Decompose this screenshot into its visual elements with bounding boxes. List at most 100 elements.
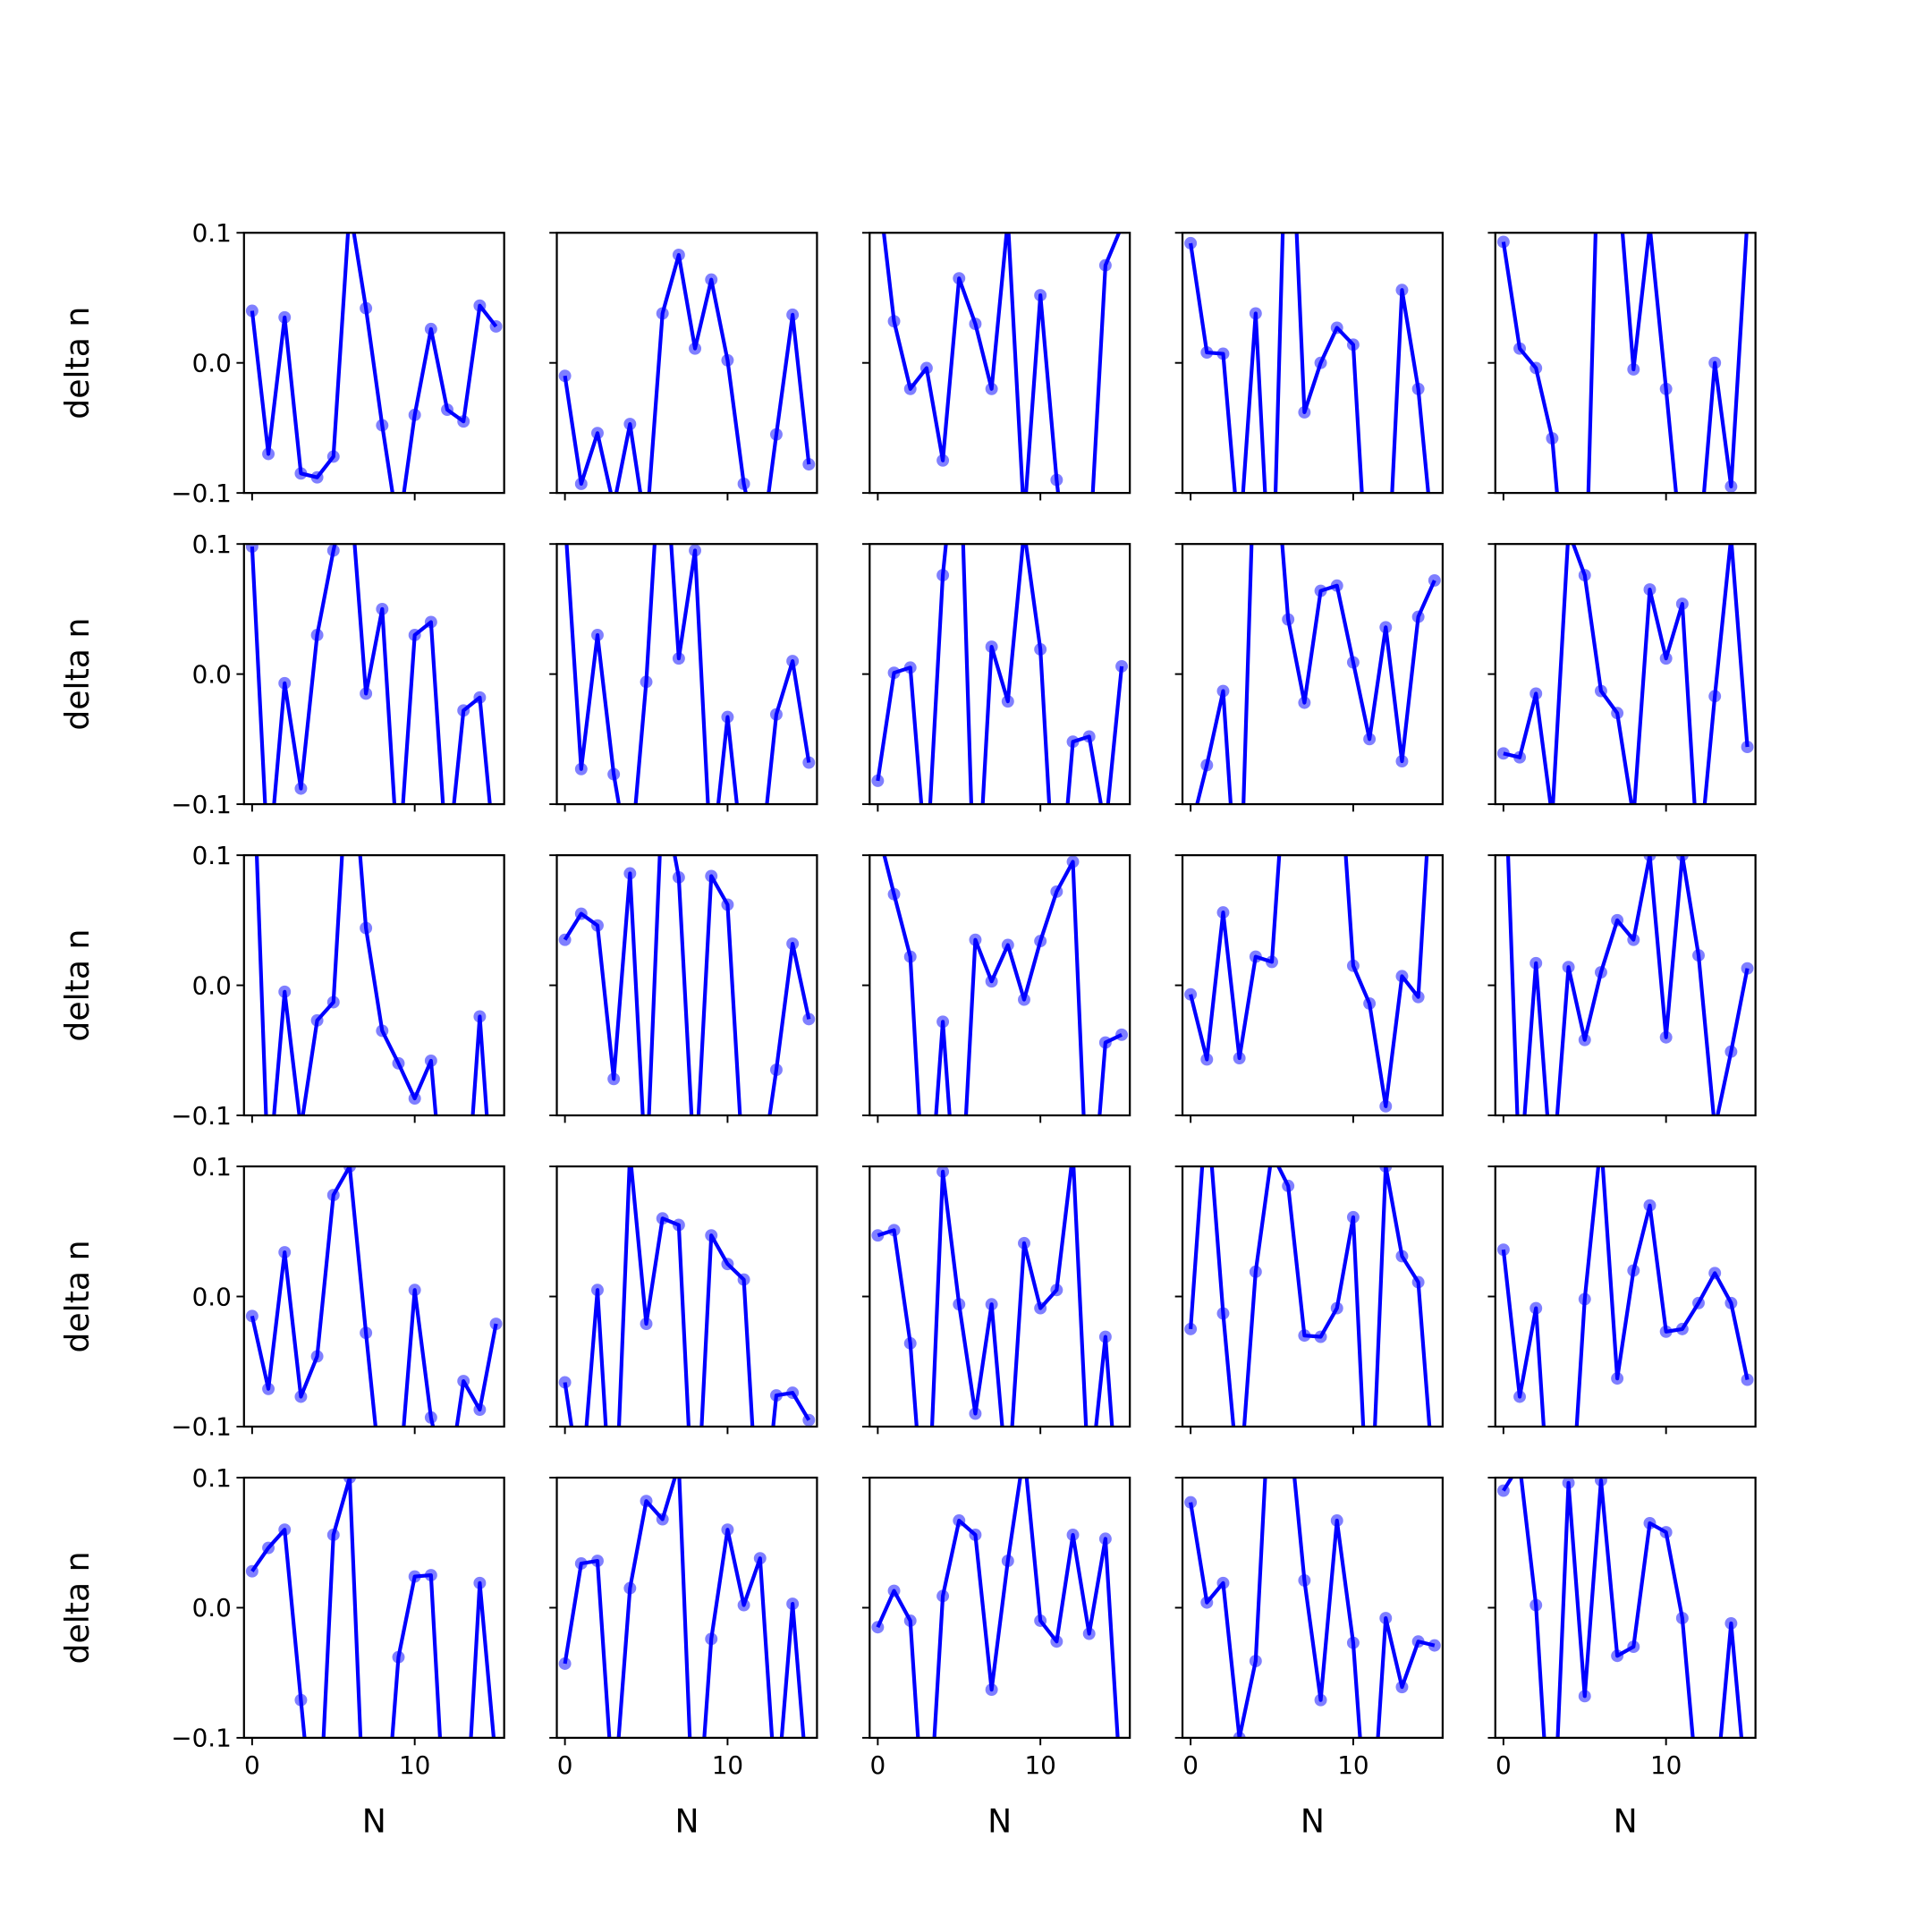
data-point — [802, 1413, 816, 1427]
data-point — [1513, 342, 1527, 355]
data-point — [802, 1013, 816, 1026]
data-point — [1082, 730, 1096, 743]
data-point — [1200, 346, 1214, 360]
data-point — [1675, 597, 1689, 611]
data-point — [1530, 956, 1543, 970]
subplot — [861, 854, 1131, 1123]
plot-area — [871, 1478, 1120, 1738]
plot-area — [1184, 1166, 1432, 1427]
data-point — [887, 887, 901, 901]
y-tick-label: −0.1 — [171, 1101, 232, 1131]
data-point — [574, 762, 588, 775]
data-point — [1233, 1052, 1246, 1064]
data-point — [326, 544, 340, 557]
data-line — [563, 252, 811, 494]
data-point — [245, 304, 258, 318]
data-point — [903, 1336, 917, 1350]
data-point — [672, 249, 685, 261]
y-tick-label: 0.1 — [192, 841, 232, 870]
data-point — [936, 1015, 950, 1029]
data-point — [640, 1318, 653, 1331]
data-point — [887, 1224, 901, 1237]
subplot — [861, 543, 1131, 812]
data-point — [278, 985, 292, 998]
x-tick-label: 10 — [712, 1750, 743, 1780]
subplot — [1174, 854, 1445, 1123]
y-axis-label: delta n — [58, 1551, 97, 1664]
data-point — [985, 975, 998, 988]
plot-area — [245, 1478, 496, 1738]
data-point — [936, 569, 950, 582]
data-point — [887, 315, 901, 328]
data-point — [1741, 962, 1754, 975]
data-point — [1249, 1265, 1262, 1278]
data-point — [1578, 569, 1591, 582]
data-point — [245, 1564, 258, 1578]
data-point — [1724, 479, 1738, 493]
data-point — [1066, 1529, 1080, 1541]
data-point — [985, 640, 998, 654]
data-point — [262, 447, 275, 461]
y-tick-label: 0.0 — [192, 1282, 232, 1311]
data-point — [1562, 961, 1575, 974]
data-point — [1724, 1616, 1738, 1630]
plot-area — [1184, 1478, 1441, 1738]
data-point — [262, 1382, 275, 1395]
plot-area — [1505, 855, 1754, 1116]
data-point — [1530, 1301, 1543, 1315]
data-point — [1741, 1373, 1754, 1386]
data-point — [1643, 855, 1657, 862]
data-line — [250, 1478, 496, 1738]
data-point — [1330, 1514, 1343, 1527]
data-line — [1189, 1478, 1436, 1738]
data-line — [564, 544, 811, 805]
data-point — [262, 1541, 275, 1555]
data-point — [1675, 1612, 1689, 1625]
data-point — [294, 467, 308, 480]
data-point — [1395, 970, 1409, 983]
data-point — [473, 1576, 487, 1589]
data-point — [969, 318, 982, 331]
data-point — [1098, 258, 1112, 272]
x-tick-label: 0 — [1496, 1750, 1512, 1780]
data-point — [1659, 1325, 1673, 1338]
data-point — [1216, 347, 1230, 360]
data-point — [408, 1570, 421, 1583]
data-point — [887, 1584, 901, 1597]
data-point — [672, 870, 685, 884]
data-point — [936, 453, 950, 467]
data-point — [1034, 1301, 1047, 1315]
data-point — [656, 307, 669, 320]
data-point — [489, 320, 503, 333]
data-point — [786, 937, 800, 950]
data-point — [721, 898, 734, 911]
data-point — [1346, 338, 1360, 352]
data-point — [871, 774, 885, 787]
data-point — [953, 1298, 966, 1311]
data-point — [786, 1386, 800, 1400]
data-point — [802, 756, 816, 769]
data-point — [689, 342, 702, 355]
data-point — [753, 1552, 767, 1565]
data-point — [1184, 1496, 1198, 1509]
subplot: −0.1 0.0 0.1 delta n — [58, 218, 505, 508]
data-line — [881, 233, 1122, 494]
data-point — [310, 1013, 324, 1027]
data-point — [591, 1555, 604, 1568]
data-point — [1578, 1292, 1591, 1306]
data-point — [376, 602, 389, 615]
data-point — [558, 1657, 572, 1670]
data-point — [360, 301, 373, 315]
data-line — [250, 544, 492, 805]
data-point — [1659, 1526, 1673, 1539]
data-point — [473, 1010, 487, 1023]
x-axis-label: N — [1301, 1802, 1325, 1841]
data-point — [953, 1514, 966, 1527]
data-point — [1249, 307, 1262, 320]
data-point — [1098, 1330, 1112, 1343]
data-point — [1659, 382, 1673, 395]
plot-area — [1195, 544, 1441, 805]
data-point — [623, 1581, 637, 1595]
data-point — [1395, 1250, 1409, 1263]
